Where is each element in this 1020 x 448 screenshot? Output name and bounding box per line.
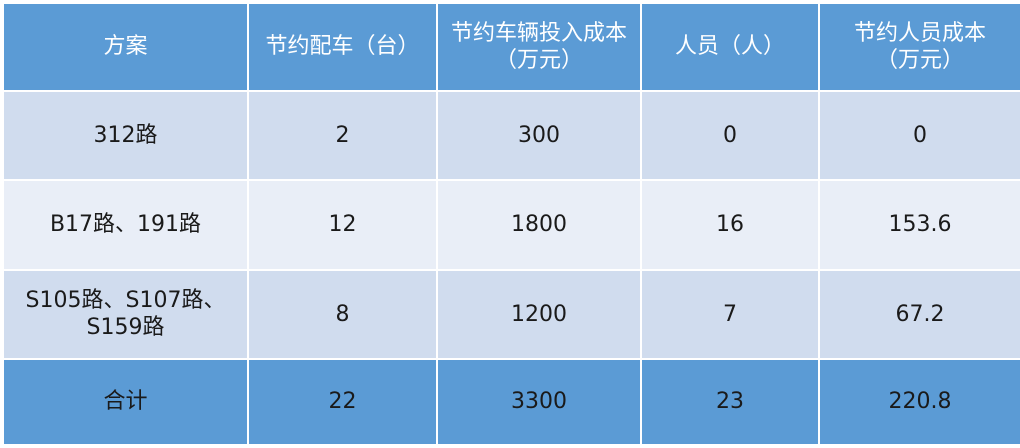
total-saved-vehicles: 22 [249,360,436,444]
header-staff: 人员（人） [642,4,818,90]
total-saved-vehicle-cost: 3300 [438,360,640,444]
cell-staff: 7 [642,270,818,358]
cell-plan: B17路、191路 [4,181,247,269]
total-staff: 23 [642,360,818,444]
header-plan: 方案 [4,4,247,90]
cell-saved-vehicle-cost: 1800 [438,181,640,269]
header-saved-staff-cost: 节约人员成本 （万元） [820,4,1020,90]
cell-staff: 0 [642,92,818,180]
cell-plan: 312路 [4,92,247,180]
cell-saved-vehicle-cost: 300 [438,92,640,180]
cell-plan: S105路、S107路、 S159路 [4,270,247,358]
cell-staff: 16 [642,181,818,269]
cell-saved-staff-cost: 153.6 [820,181,1020,269]
total-saved-staff-cost: 220.8 [820,360,1020,444]
table-row: B17路、191路 12 1800 16 153.6 [4,181,1020,269]
cell-saved-vehicle-cost: 1200 [438,270,640,358]
cell-saved-staff-cost: 0 [820,92,1020,180]
table-row: 312路 2 300 0 0 [4,92,1020,180]
cell-saved-vehicles: 12 [249,181,436,269]
table-row: S105路、S107路、 S159路 8 1200 7 67.2 [4,270,1020,358]
total-row: 合计 22 3300 23 220.8 [4,360,1020,444]
cell-saved-staff-cost: 67.2 [820,270,1020,358]
header-saved-vehicles: 节约配车（台） [249,4,436,90]
header-saved-vehicle-cost: 节约车辆投入成本 （万元） [438,4,640,90]
header-row: 方案 节约配车（台） 节约车辆投入成本 （万元） 人员（人） 节约人员成本 （万元） [4,4,1020,90]
cell-saved-vehicles: 8 [249,270,436,358]
total-label: 合计 [4,360,247,444]
cell-saved-vehicles: 2 [249,92,436,180]
